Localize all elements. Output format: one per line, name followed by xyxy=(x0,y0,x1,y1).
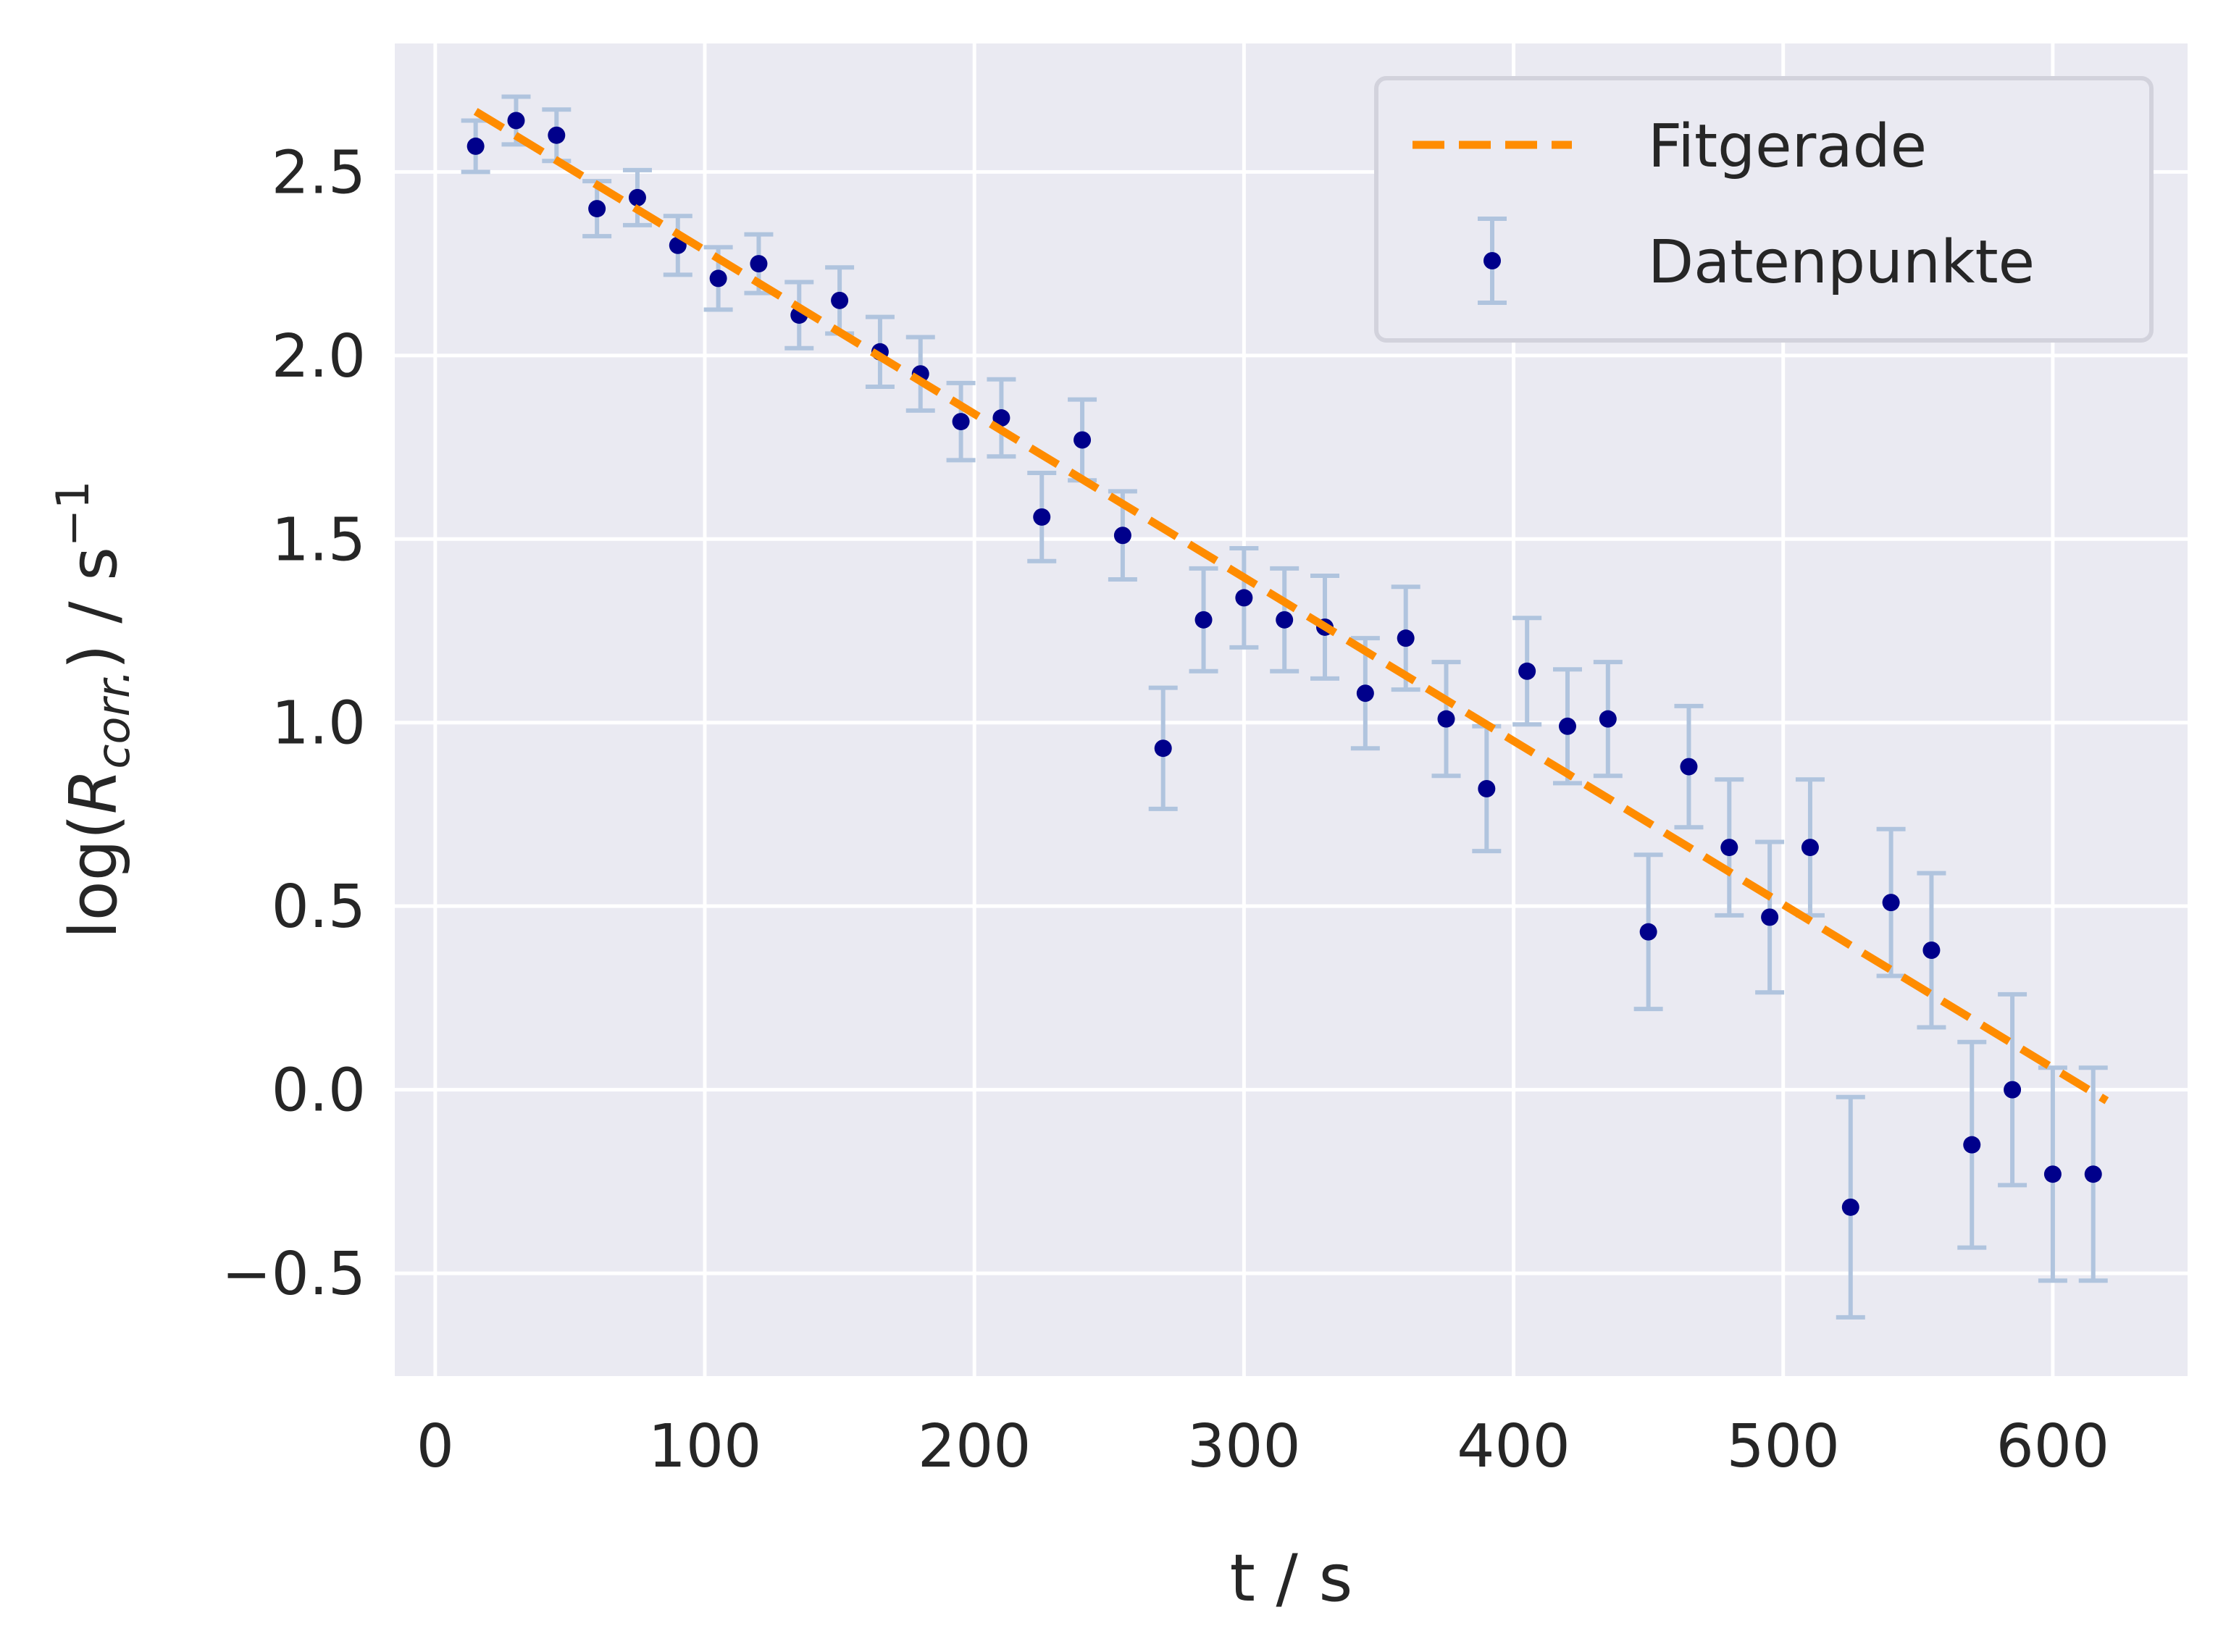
data-point xyxy=(1518,662,1536,680)
x-tick-label: 400 xyxy=(1457,1412,1570,1481)
data-point xyxy=(548,126,566,144)
data-point xyxy=(2043,1165,2062,1183)
data-point xyxy=(1841,1198,1859,1216)
data-point xyxy=(1639,923,1657,941)
y-label-superscript: −1 xyxy=(46,481,99,547)
y-label-suffix: ) / s xyxy=(56,547,132,670)
x-tick-label: 300 xyxy=(1187,1412,1301,1481)
legend-fit-label: Fitgerade xyxy=(1648,112,1927,181)
y-label-variable: R xyxy=(56,769,132,815)
y-axis-label: log(Rcorr.) / s−1 xyxy=(46,481,140,939)
data-point xyxy=(1276,611,1294,629)
data-point xyxy=(1761,908,1779,926)
x-tick-labels: 0 100 200 300 400 500 600 xyxy=(417,1412,2109,1481)
y-tick-label: 2.0 xyxy=(272,322,366,391)
y-tick-label: 1.0 xyxy=(272,689,366,758)
x-tick-label: 600 xyxy=(1996,1412,2110,1481)
data-point xyxy=(1235,589,1253,607)
x-tick-label: 0 xyxy=(417,1412,454,1481)
data-point xyxy=(1437,710,1455,728)
data-point xyxy=(1963,1136,1981,1154)
data-points xyxy=(466,112,2102,1216)
fit-line xyxy=(473,108,2109,1104)
y-label-subscript: corr. xyxy=(87,670,140,769)
y-tick-label: 2.5 xyxy=(272,138,366,207)
data-point xyxy=(1558,717,1576,735)
data-point xyxy=(831,291,849,309)
data-point xyxy=(1074,431,1092,449)
x-tick-label: 100 xyxy=(648,1412,762,1481)
legend-point-swatch xyxy=(1478,217,1507,305)
y-tick-label: 1.5 xyxy=(272,506,366,574)
data-point xyxy=(2004,1081,2022,1099)
data-point xyxy=(507,112,525,130)
y-tick-label: 0.0 xyxy=(272,1057,366,1125)
legend-points-label: Datenpunkte xyxy=(1648,228,2035,297)
legend: Fitgerade Datenpunkte xyxy=(1374,76,2154,343)
data-point xyxy=(628,188,646,206)
data-point xyxy=(1194,611,1213,629)
data-point xyxy=(588,200,606,218)
data-point xyxy=(750,255,768,273)
data-point xyxy=(992,409,1010,427)
y-tick-label: 0.5 xyxy=(272,873,366,942)
data-point xyxy=(709,269,727,288)
data-point xyxy=(1356,684,1374,703)
y-label-prefix: log( xyxy=(56,814,132,939)
data-point xyxy=(466,137,485,155)
data-point xyxy=(1882,894,1900,912)
y-tick-labels: −0.5 0.0 0.5 1.0 1.5 2.0 2.5 xyxy=(222,138,366,1309)
y-tick-label: −0.5 xyxy=(222,1240,366,1309)
data-point xyxy=(1397,629,1415,647)
data-point xyxy=(1599,710,1617,728)
data-point xyxy=(2084,1165,2102,1183)
data-point xyxy=(1033,508,1051,526)
data-point xyxy=(1720,839,1738,857)
data-point xyxy=(1922,942,1941,960)
x-tick-label: 200 xyxy=(918,1412,1031,1481)
x-tick-label: 500 xyxy=(1726,1412,1840,1481)
data-point xyxy=(1154,739,1172,758)
data-point xyxy=(1113,527,1131,545)
data-point xyxy=(1478,779,1496,797)
data-point xyxy=(1801,839,1819,857)
x-axis-label: t / s xyxy=(1230,1540,1353,1617)
data-point xyxy=(952,413,970,431)
data-point xyxy=(1680,758,1698,776)
legend-point xyxy=(1483,252,1501,269)
